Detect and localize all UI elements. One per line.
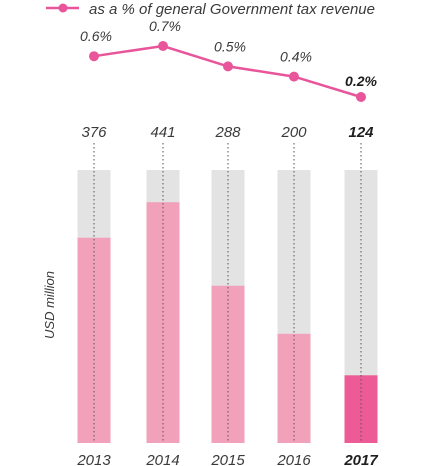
line-value-label: 0.7%: [149, 18, 181, 34]
line-value-label: 0.4%: [280, 49, 312, 65]
bar-value-label: 200: [280, 124, 307, 141]
x-tick-label: 2013: [76, 452, 111, 466]
line-point: [289, 71, 299, 82]
bar-value-label: 441: [150, 124, 175, 141]
legend-label: as a % of general Government tax revenue: [89, 1, 375, 18]
bar-value-label: 376: [81, 124, 107, 141]
line-point: [158, 41, 168, 51]
line-point: [356, 92, 366, 102]
x-tick-label: 2014: [145, 452, 179, 466]
bar: [146, 202, 180, 443]
bar-value-label: 124: [348, 124, 374, 141]
line-value-label: 0.5%: [214, 38, 246, 54]
x-tick-label: 2017: [343, 452, 378, 466]
line-point: [89, 51, 99, 62]
line-value-label: 0.6%: [80, 28, 112, 44]
bar-series: 376 441 288 200 124: [77, 124, 378, 443]
line-value-label: 0.2%: [345, 73, 377, 89]
x-axis: 2013 2014 2015 2016 2017: [76, 452, 378, 466]
legend-marker: [58, 3, 68, 13]
bar: [344, 375, 378, 443]
x-tick-label: 2015: [210, 452, 245, 466]
y-axis-label: USD million: [42, 271, 57, 339]
line-point: [223, 61, 233, 72]
bar-value-label: 288: [214, 124, 241, 141]
line-series: 0.6% 0.7% 0.5% 0.4% 0.2%: [80, 18, 378, 102]
legend: as a % of general Government tax revenue: [46, 1, 375, 18]
x-tick-label: 2016: [276, 452, 311, 466]
